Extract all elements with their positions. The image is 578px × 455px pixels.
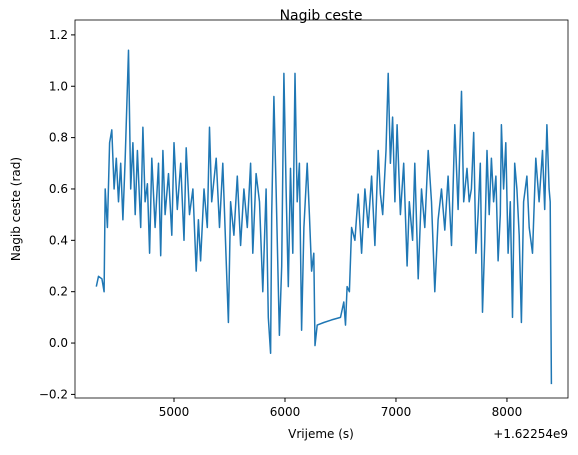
x-tick-label: 6000: [270, 405, 301, 419]
y-tick-label: 0.4: [49, 233, 68, 247]
chart-title: Nagib ceste: [280, 8, 363, 24]
y-tick-label: 0.6: [49, 182, 68, 196]
y-tick-label: 1.2: [49, 28, 68, 42]
y-tick-label: 0.8: [49, 131, 68, 145]
x-axis-label: Vrijeme (s): [288, 427, 354, 441]
data-line: [95, 49, 553, 385]
y-tick-label: −0.2: [39, 387, 68, 401]
plot-frame: [74, 19, 569, 399]
y-tick-label: 0.0: [49, 336, 68, 350]
y-axis-label: Nagib ceste (rad): [9, 157, 23, 261]
y-tick-label: 0.2: [49, 285, 68, 299]
x-tick-label: 5000: [159, 405, 190, 419]
x-tick-label: 7000: [381, 405, 412, 419]
y-tick-label: 1.0: [49, 79, 68, 93]
x-offset: +1.62254e9: [493, 427, 568, 441]
x-tick-label: 8000: [492, 405, 523, 419]
